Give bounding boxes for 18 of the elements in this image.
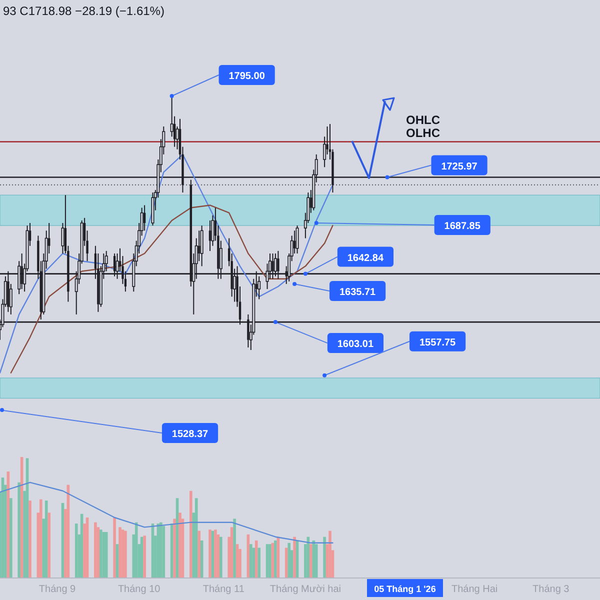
x-tick-label: Tháng Hai	[451, 584, 498, 595]
text: 1528.37	[172, 429, 209, 440]
text: 05 Tháng 1 '26	[374, 584, 436, 594]
x-tick-label: Tháng 9	[38, 584, 76, 595]
annotation: 1687.85	[444, 221, 481, 232]
annotation: 1635.71	[339, 286, 376, 298]
annotation: OLHC	[406, 126, 440, 140]
annotation: 1795.00	[228, 71, 266, 82]
annotation: 1642.84	[347, 252, 384, 264]
annotation: OHLC	[406, 113, 440, 127]
annotation: 1603.01	[337, 339, 374, 350]
x-tick-label: Tháng Mười hai	[270, 584, 341, 595]
x-tick-label: Tháng 3	[532, 584, 570, 595]
text: 93 C1718.98 −28.19 (−1.61%)	[3, 4, 164, 18]
x-tick-label: Tháng 10	[118, 584, 161, 595]
annotation: 1557.75	[419, 337, 456, 348]
annotation: 1725.97	[441, 161, 478, 172]
x-tick-label: Tháng 11	[202, 584, 245, 595]
